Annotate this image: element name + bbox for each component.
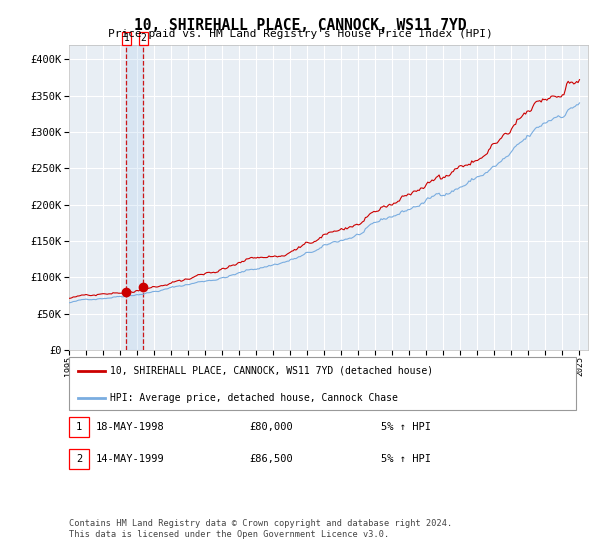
Text: 1: 1 [124, 33, 129, 43]
Text: 14-MAY-1999: 14-MAY-1999 [96, 454, 165, 464]
Text: HPI: Average price, detached house, Cannock Chase: HPI: Average price, detached house, Cann… [110, 393, 398, 403]
Text: 5% ↑ HPI: 5% ↑ HPI [381, 454, 431, 464]
Bar [127, 45, 143, 350]
Text: 2: 2 [140, 33, 146, 43]
Text: Contains HM Land Registry data © Crown copyright and database right 2024.
This d: Contains HM Land Registry data © Crown c… [69, 519, 452, 539]
Text: 18-MAY-1998: 18-MAY-1998 [96, 422, 165, 432]
Text: £80,000: £80,000 [249, 422, 293, 432]
Text: 5% ↑ HPI: 5% ↑ HPI [381, 422, 431, 432]
Text: 10, SHIREHALL PLACE, CANNOCK, WS11 7YD (detached house): 10, SHIREHALL PLACE, CANNOCK, WS11 7YD (… [110, 366, 433, 376]
Text: 2: 2 [76, 454, 82, 464]
Text: 1: 1 [76, 422, 82, 432]
Text: £86,500: £86,500 [249, 454, 293, 464]
Text: 10, SHIREHALL PLACE, CANNOCK, WS11 7YD: 10, SHIREHALL PLACE, CANNOCK, WS11 7YD [134, 18, 466, 33]
Text: Price paid vs. HM Land Registry's House Price Index (HPI): Price paid vs. HM Land Registry's House … [107, 29, 493, 39]
